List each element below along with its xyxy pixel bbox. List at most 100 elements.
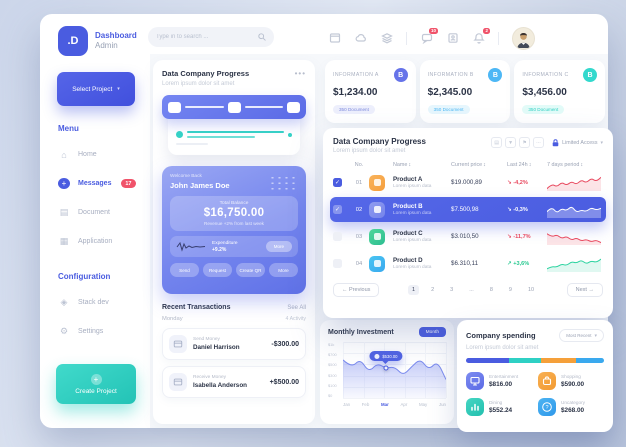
spending-item-amount: $552.24	[489, 406, 513, 414]
transactions-list: Send Money Daniel Harrison -$300.00 Rece…	[162, 328, 306, 398]
page-number[interactable]: 1	[408, 285, 420, 295]
spending-item-amount: $268.00	[561, 406, 585, 414]
row-number: 03	[355, 233, 363, 240]
sidebar-item-application[interactable]: ▦ Application	[58, 227, 150, 256]
welcome-label: Welcome Back	[170, 174, 202, 179]
more-icon[interactable]: •••	[294, 69, 306, 78]
product-subtitle: Lorem ipsum data	[393, 238, 432, 243]
card-action-create-qr[interactable]: Create QR	[236, 263, 265, 277]
page-number[interactable]: 2	[431, 287, 435, 293]
row-checkbox[interactable]	[333, 232, 342, 241]
access-dropdown[interactable]: Limited Access ▾	[552, 138, 603, 147]
product-icon	[369, 201, 385, 218]
create-project-button[interactable]: + Create Project	[56, 364, 136, 404]
col-period[interactable]: 7 days period↕	[547, 162, 584, 168]
page-number[interactable]: 10	[527, 287, 535, 293]
row-checkbox[interactable]: ✓	[333, 178, 342, 187]
transaction-type: Send Money	[193, 337, 220, 343]
transaction-name: Isabella Anderson	[193, 381, 248, 389]
wallet-more-button[interactable]: More	[265, 241, 292, 252]
create-project-label: Create Project	[75, 387, 117, 395]
stepper-bar[interactable]	[162, 95, 306, 119]
info-card[interactable]: INFORMATION A B $1,234.00 350 Document	[325, 60, 416, 123]
table-row[interactable]: ✓ 01 Product A Lorem ipsum data $19.000,8…	[333, 170, 603, 195]
status-dot-small	[288, 132, 292, 137]
stepper-knob[interactable]	[287, 101, 300, 113]
x-tick: Jan	[343, 402, 351, 407]
sidebar-item-stack-dev[interactable]: ◈ Stack dev	[58, 288, 150, 317]
info-card-label: INFORMATION A	[333, 72, 379, 78]
search-input[interactable]	[156, 34, 258, 40]
see-all-link[interactable]: See All	[287, 304, 306, 311]
card-action-more[interactable]: More	[269, 263, 298, 277]
spending-item[interactable]: Entertainment $816.00	[466, 372, 532, 390]
product-change: ↘ -0,3%	[507, 206, 528, 213]
id-card-icon[interactable]	[446, 32, 459, 45]
previous-page-button[interactable]: ← Previous	[333, 283, 380, 297]
bell-badge: 2	[483, 27, 490, 34]
info-card-badge: 350 Document	[333, 105, 375, 114]
flag-tool-icon[interactable]: ⚑	[519, 137, 531, 148]
wallet-actions: Send Request Create QR More	[170, 263, 298, 277]
more-tool-icon[interactable]: ⋯	[533, 137, 545, 148]
balance-panel: Total Balance $16,750.00 Revenue +2% fro…	[170, 196, 298, 231]
sidebar-item-settings[interactable]: ⚙ Settings	[58, 317, 150, 346]
spending-item-label: Shopping	[561, 374, 581, 380]
application-icon: ▦	[59, 236, 69, 246]
product-sparkline	[547, 175, 601, 191]
col-price[interactable]: Current price↕	[451, 162, 486, 168]
configuration-list: ◈ Stack dev ⚙ Settings	[58, 288, 150, 346]
spending-item[interactable]: Shopping $590.00	[538, 372, 604, 390]
sort-icon: ↕	[483, 162, 486, 168]
product-icon	[369, 174, 385, 191]
user-avatar[interactable]	[512, 26, 535, 50]
cloud-icon[interactable]	[354, 32, 367, 45]
window-icon[interactable]	[328, 32, 341, 45]
transaction-name: Daniel Harrison	[193, 343, 240, 351]
document-tool-icon[interactable]: ▤	[491, 137, 503, 148]
page-number[interactable]: 9	[508, 287, 512, 293]
sidebar-item-home[interactable]: ⌂ Home	[58, 140, 150, 169]
bell-icon[interactable]: 2	[472, 27, 490, 45]
card-action-send[interactable]: Send	[170, 263, 199, 277]
transaction-item[interactable]: Receive Money Isabella Anderson +$500.00	[162, 366, 306, 398]
product-icon	[369, 255, 385, 272]
page-number[interactable]: 8	[489, 287, 493, 293]
row-checkbox[interactable]: ✓	[333, 205, 342, 214]
info-card[interactable]: INFORMATION B B $2,345.00 350 Document	[419, 60, 511, 123]
select-project-button[interactable]: Select Project ▾	[57, 72, 135, 106]
period-button[interactable]: Month	[418, 327, 446, 337]
col-last24h[interactable]: Last 24h↕	[507, 162, 532, 168]
info-card-label: INFORMATION B	[427, 72, 474, 78]
spending-item[interactable]: Dining $552.24	[466, 398, 532, 416]
chat-icon[interactable]: 10	[420, 27, 438, 45]
chevron-down-icon: ▾	[594, 332, 597, 339]
sidebar-item-document[interactable]: ▤ Document	[58, 198, 150, 227]
info-card[interactable]: INFORMATION C B $3,456.00 350 Document	[514, 60, 606, 123]
sidebar-item-messages[interactable]: + Messages 17	[58, 169, 150, 198]
sidebar-item-label: Application	[78, 238, 113, 245]
x-axis-labels: Jan Feb Mar Apr May Jun	[328, 402, 446, 407]
next-page-button[interactable]: Next →	[566, 283, 603, 297]
data-point-marker	[383, 365, 389, 371]
col-name[interactable]: Name↕	[393, 162, 412, 168]
table-row[interactable]: 03 Product C Lorem ipsum data $3.010,50 ↘…	[333, 224, 603, 249]
stepper-knob[interactable]	[227, 101, 241, 113]
table-row[interactable]: ✓ 02 Product B Lorem ipsum data $7.500,98…	[330, 197, 606, 222]
row-checkbox[interactable]	[333, 259, 342, 268]
stepper-knob[interactable]	[168, 101, 181, 113]
page-number[interactable]: ...	[469, 287, 474, 293]
product-change: ↘ -11,7%	[507, 233, 531, 240]
table-row[interactable]: 04 Product D Lorem ipsum data $6.310,11 ↗…	[333, 251, 603, 276]
filter-tool-icon[interactable]: ▼	[505, 137, 517, 148]
expenditure-row: Expenditure +9.2% More	[170, 236, 298, 257]
layers-icon[interactable]	[380, 32, 393, 45]
sidebar-item-label: Home	[78, 151, 97, 158]
sidebar-item-label: Document	[78, 209, 110, 216]
card-action-request[interactable]: Request	[203, 263, 232, 277]
page-number[interactable]: 3	[450, 287, 454, 293]
spending-filter-dropdown[interactable]: Most Recent ▾	[559, 329, 604, 342]
investment-title: Monthly Investment	[328, 328, 394, 336]
spending-item[interactable]: ? Uncategory $268.00	[538, 398, 604, 416]
transaction-item[interactable]: Send Money Daniel Harrison -$300.00	[162, 328, 306, 360]
